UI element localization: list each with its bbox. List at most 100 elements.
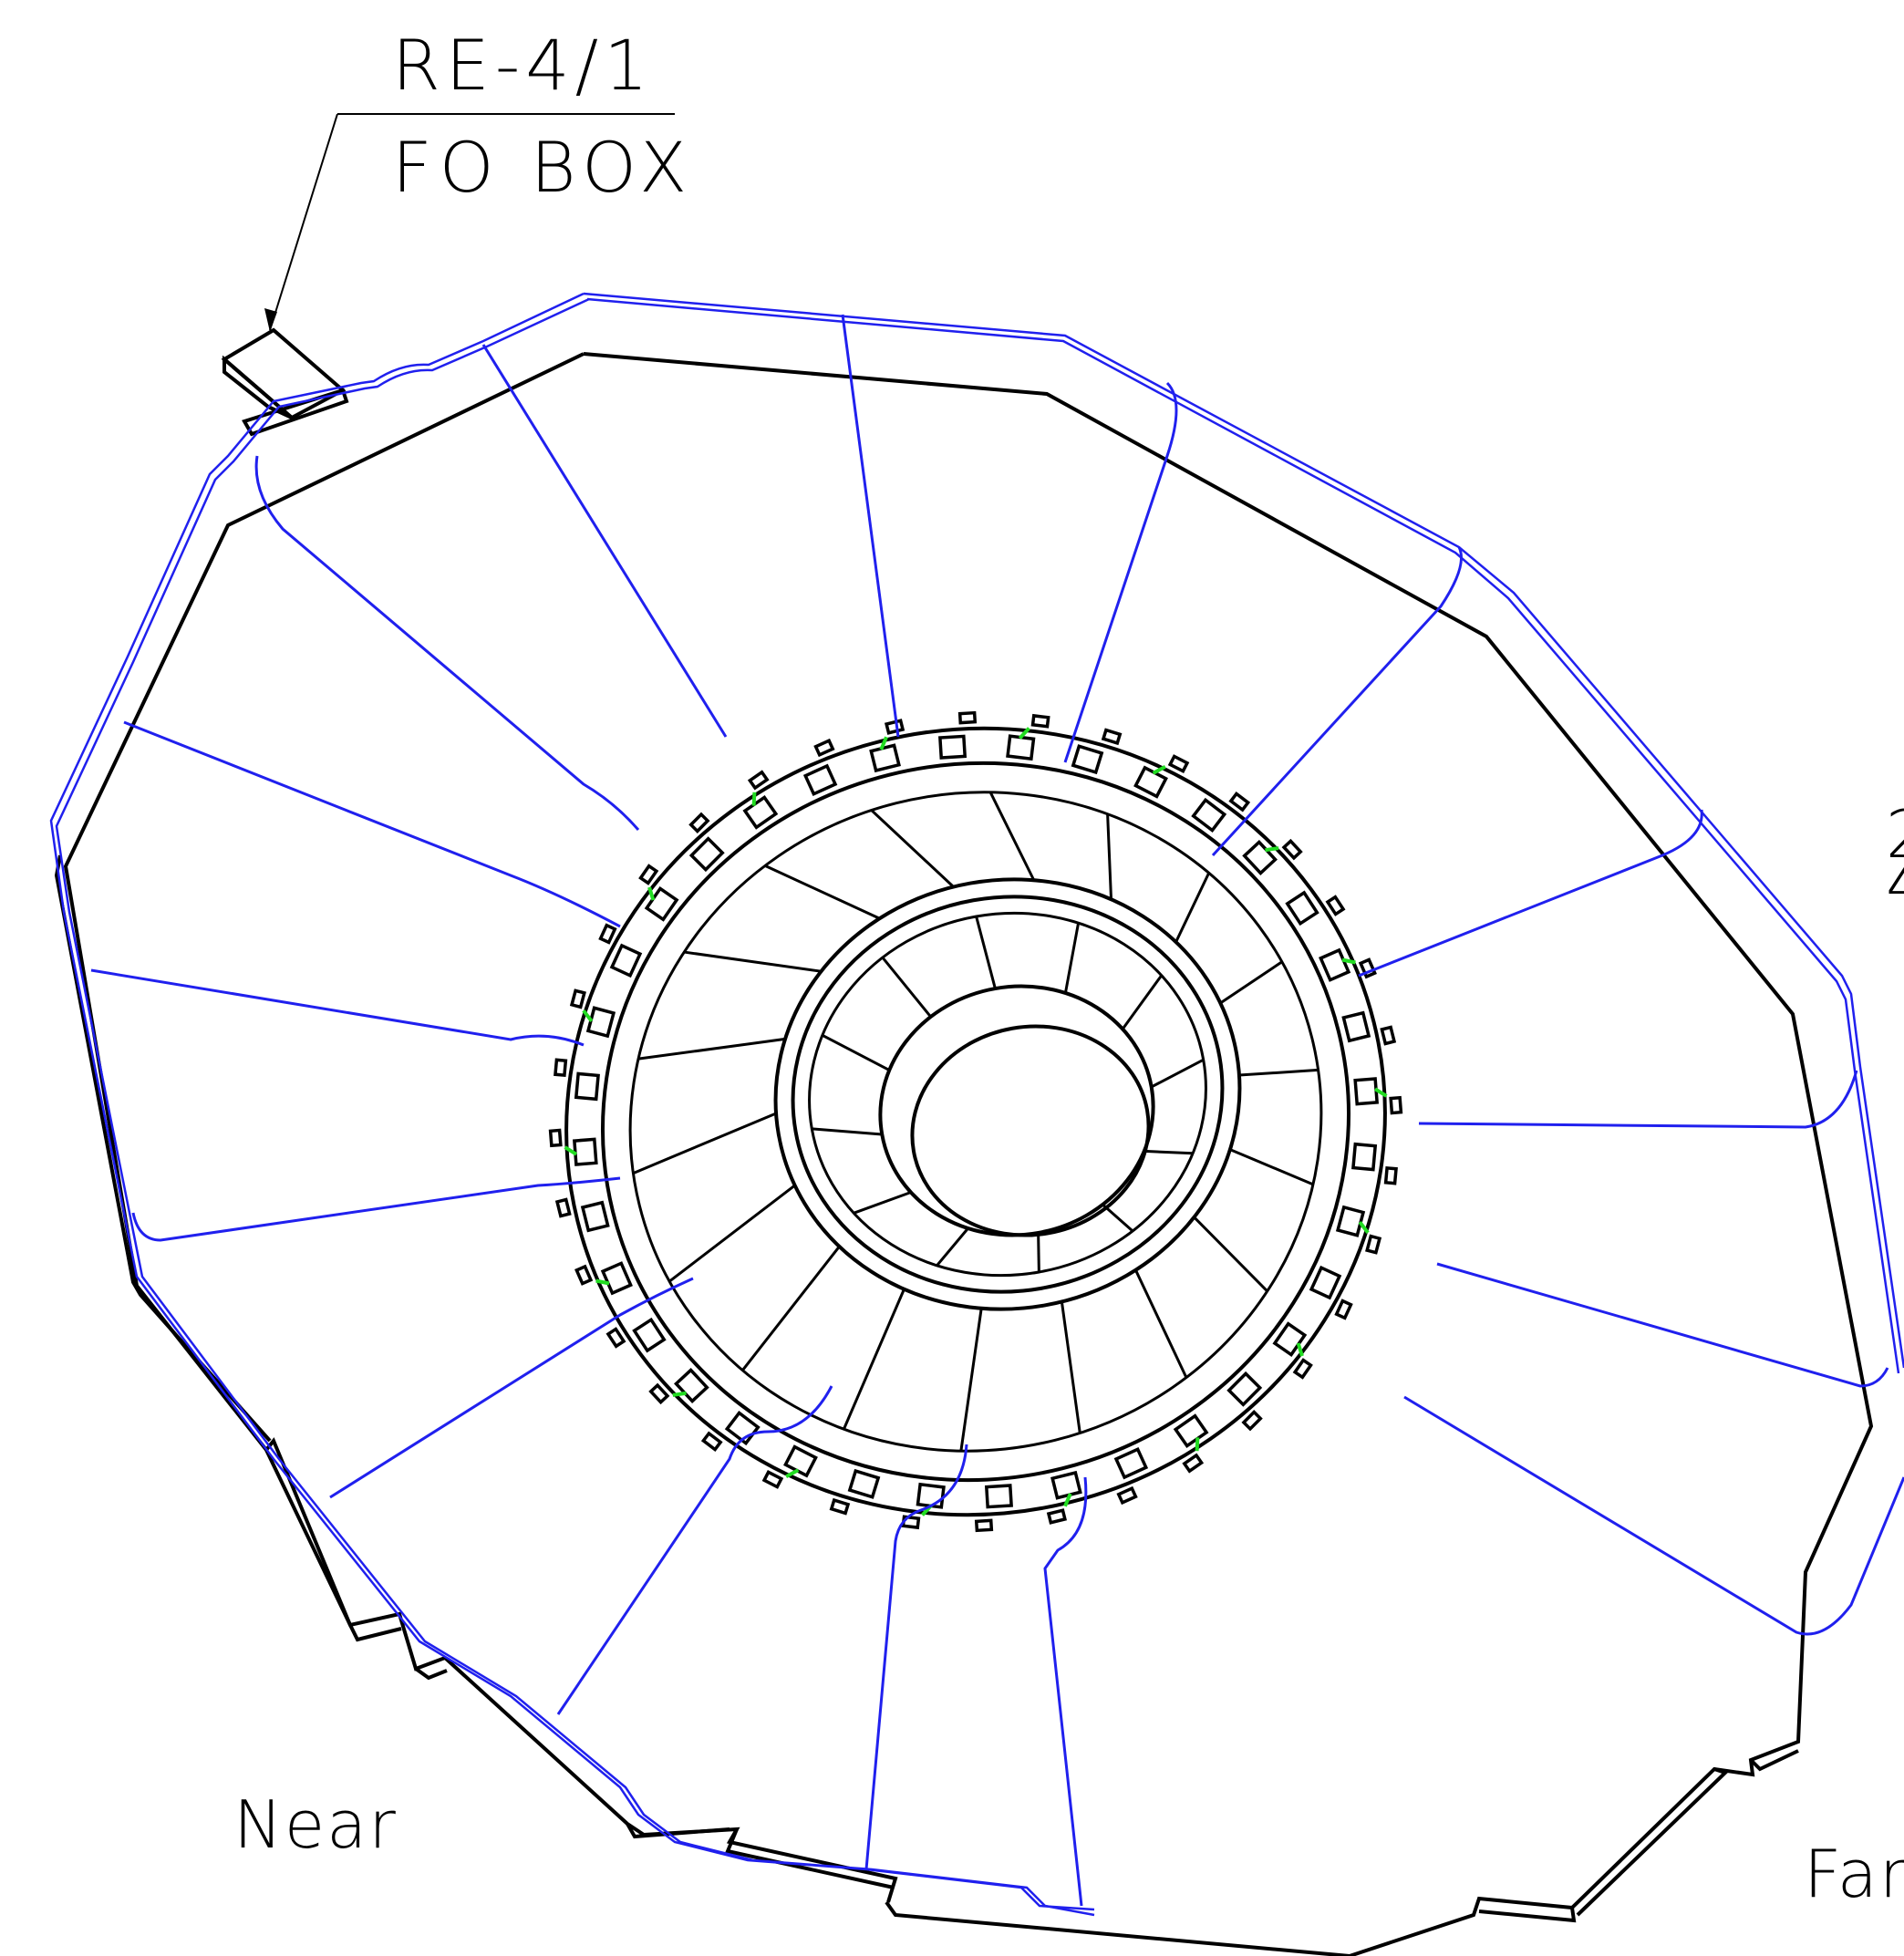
- green-connector: [595, 1278, 610, 1286]
- chamber-box: [1133, 765, 1168, 799]
- cone-segment-line: [1063, 922, 1081, 994]
- green-connector: [1195, 1437, 1200, 1452]
- ring-spoke: [1193, 1216, 1268, 1293]
- cone-segment-line: [881, 957, 932, 1018]
- fiber-run-13: [131, 1176, 621, 1242]
- chamber-mount: [700, 1431, 723, 1453]
- chamber-mount: [574, 1264, 594, 1286]
- chamber-box: [1006, 734, 1036, 761]
- ring-spoke: [870, 809, 955, 888]
- fiber-run-3: [1063, 381, 1178, 763]
- fiber-run-10: [864, 1444, 968, 1870]
- green-connector: [582, 1009, 594, 1023]
- chamber-mount: [554, 1197, 572, 1218]
- chamber-box: [1191, 797, 1227, 833]
- chamber-box: [580, 1200, 610, 1233]
- fiber-run-12: [329, 1277, 694, 1499]
- chamber-mount: [1325, 895, 1346, 916]
- chamber-box: [1285, 890, 1319, 926]
- ring-spoke: [637, 1037, 786, 1061]
- callout-arrowhead: [264, 308, 277, 332]
- chamber-mount: [1167, 754, 1190, 774]
- green-connector: [1296, 1342, 1304, 1357]
- chamber-mount: [1281, 838, 1303, 861]
- chamber-mount: [1241, 1410, 1263, 1432]
- chamber-box: [585, 1006, 616, 1039]
- chamber-box: [1071, 744, 1104, 775]
- chamber-box: [609, 943, 643, 978]
- fiber-run-1: [481, 344, 728, 738]
- fiber-run-7: [1436, 1262, 1889, 1388]
- chamber-box: [1309, 1265, 1342, 1300]
- chamber-box: [632, 1317, 667, 1353]
- chamber-mount: [1182, 1453, 1205, 1474]
- cone-segment-line: [853, 1191, 912, 1215]
- endcap-outer-outline: [54, 352, 1874, 1956]
- chamber-box: [847, 1468, 881, 1499]
- fo-box-label-line1: RE-4/1: [392, 25, 654, 106]
- green-connector: [1358, 1220, 1370, 1235]
- fo-box-callout: RE-4/1 FO BOX: [264, 25, 687, 332]
- chamber-mount: [1030, 713, 1050, 729]
- outer-fiber-loop: [49, 292, 1904, 1917]
- green-connector: [1063, 1493, 1072, 1507]
- chamber-box: [572, 1137, 598, 1166]
- chamber-box: [574, 1071, 600, 1102]
- chamber-mount: [1116, 1485, 1138, 1506]
- ring-spoke: [959, 1308, 983, 1452]
- fiber-run-9: [1043, 1476, 1088, 1907]
- chamber-mount: [747, 770, 770, 791]
- chamber-mount: [598, 923, 617, 945]
- cone-segment-line: [975, 916, 997, 989]
- fiber-run-4: [1211, 546, 1463, 857]
- ring-spoke: [684, 950, 822, 973]
- partial-right-label-2: 4: [1886, 845, 1904, 922]
- chamber-box: [600, 1261, 633, 1296]
- chamber-box: [1335, 1205, 1366, 1237]
- ring-spoke: [1229, 1148, 1314, 1186]
- green-connectors: [564, 727, 1388, 1516]
- chamber-box: [938, 734, 968, 760]
- fiber-run-11: [556, 1385, 833, 1715]
- green-connector: [879, 736, 888, 750]
- green-connector: [1018, 727, 1030, 740]
- fiber-run-2: [841, 314, 900, 738]
- chamber-box: [1242, 840, 1278, 875]
- ring-chambers: [548, 710, 1403, 1533]
- chamber-mount: [648, 1382, 670, 1405]
- chamber-box: [1113, 1446, 1149, 1480]
- green-connector: [1265, 846, 1279, 853]
- chamber-box: [1353, 1077, 1380, 1106]
- ring-spoke: [741, 1245, 841, 1371]
- ring-spoke: [988, 792, 1036, 881]
- chamber-ring: [564, 726, 1387, 1517]
- chamber-mount: [1380, 1025, 1397, 1046]
- chamber-mount: [1228, 791, 1251, 812]
- chamber-mount: [761, 1469, 784, 1489]
- green-connector: [647, 886, 656, 901]
- chamber-box: [916, 1482, 946, 1509]
- chamber-mount: [829, 1497, 851, 1516]
- chamber-mount: [548, 1128, 563, 1148]
- chamber-box: [1319, 947, 1351, 982]
- near-label: Near: [233, 1786, 398, 1863]
- cone-segment-line: [936, 1227, 969, 1267]
- green-connector: [1341, 957, 1356, 965]
- chamber-box: [802, 763, 838, 797]
- green-connector: [751, 792, 757, 806]
- ring-spoke: [1174, 872, 1211, 943]
- cone-segment-line: [1121, 974, 1163, 1030]
- partial-right-label: 2: [1886, 796, 1904, 873]
- chamber-mount: [1365, 1234, 1382, 1255]
- chamber-mount: [957, 710, 978, 725]
- ring-spoke: [1060, 1301, 1081, 1433]
- fiber-run-6: [1418, 1070, 1858, 1129]
- green-connector: [1373, 1087, 1388, 1098]
- chamber-box: [742, 794, 779, 830]
- callout-leader: [269, 113, 338, 331]
- chamber-mount: [1383, 1165, 1398, 1185]
- chamber-box: [674, 1368, 709, 1403]
- fiber-run-16: [254, 455, 640, 831]
- ring-spoke: [843, 1288, 905, 1430]
